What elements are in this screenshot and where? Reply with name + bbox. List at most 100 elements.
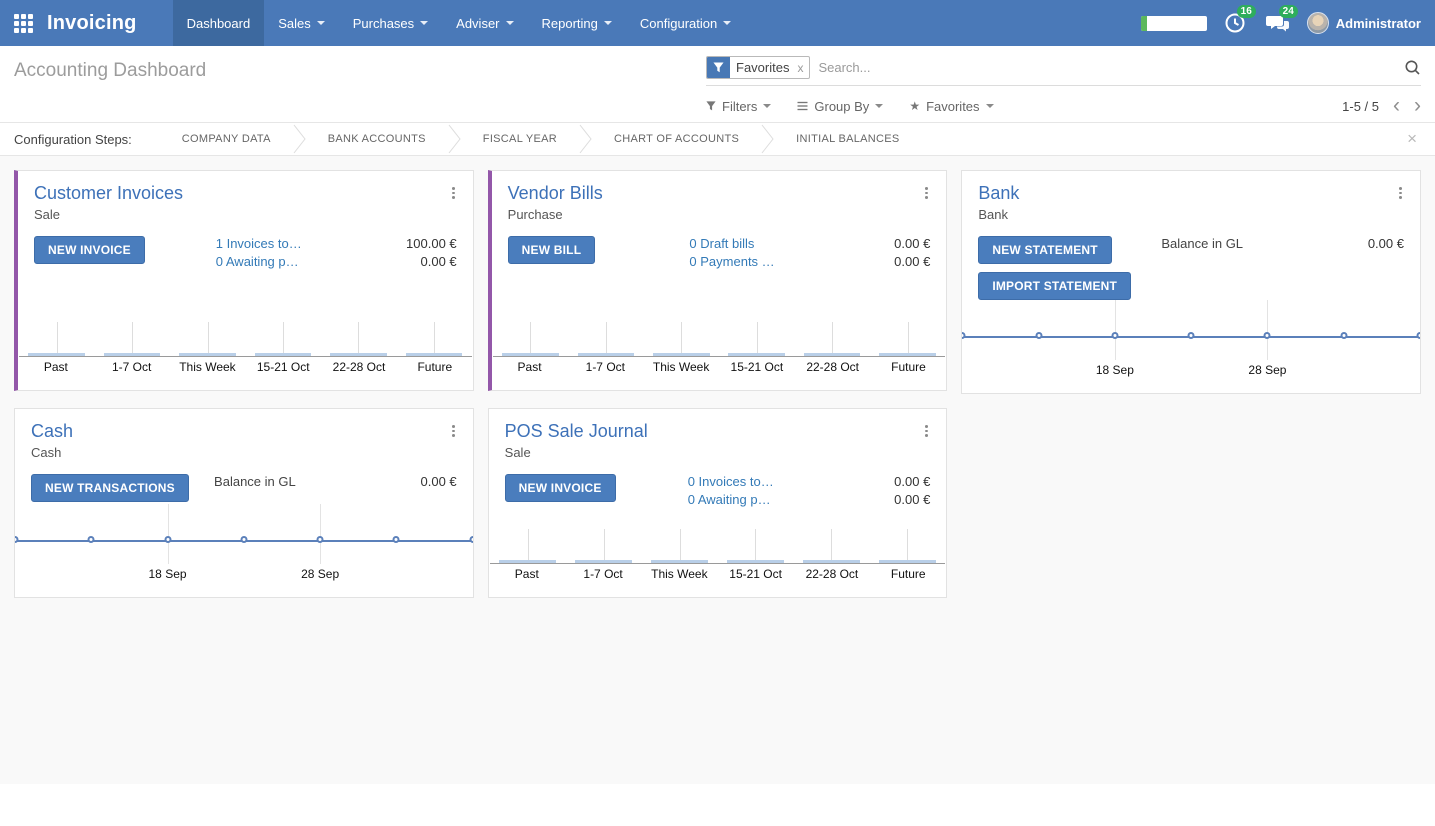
new-invoice-button[interactable]: NEW INVOICE xyxy=(34,236,145,264)
card-title[interactable]: Bank xyxy=(978,183,1020,203)
menu-sales[interactable]: Sales xyxy=(264,0,339,46)
search-icon[interactable] xyxy=(1404,59,1421,76)
app-brand[interactable]: Invoicing xyxy=(47,11,137,34)
group-by-bars-icon xyxy=(797,101,808,111)
stat-amount: 0.00 € xyxy=(894,492,931,507)
pager: 1-5 / 5 ‹ › xyxy=(1342,94,1421,117)
apps-grid-icon[interactable] xyxy=(14,13,33,33)
menu-purchases[interactable]: Purchases xyxy=(339,0,442,46)
chevron-down-icon xyxy=(603,21,612,25)
facet-label: Favorites xyxy=(736,60,790,75)
card-kebab-menu-icon[interactable] xyxy=(448,421,459,441)
draft-bills-link[interactable]: 0 Draft bills xyxy=(689,236,755,251)
avatar xyxy=(1306,12,1329,34)
pager-value: 1-5 / 5 xyxy=(1342,98,1379,114)
bar-chart-axis-labels: Past 1-7 Oct This Week 15-21 Oct 22-28 Oct Fu… xyxy=(514,567,926,581)
stat-amount: 100.00 € xyxy=(406,236,457,251)
chevron-down-icon xyxy=(723,21,732,25)
stat-amount: 0.00 € xyxy=(420,474,457,489)
control-panel: Accounting Dashboard Favorites x Filters xyxy=(0,46,1435,122)
activities-clock-icon[interactable]: 16 xyxy=(1223,5,1256,36)
mini-line-chart xyxy=(15,504,473,564)
menu-reporting[interactable]: Reporting xyxy=(528,0,626,46)
card-title[interactable]: Vendor Bills xyxy=(507,183,603,203)
mini-line-chart xyxy=(962,300,1420,360)
journal-card-bank: Bank Bank NEW STATEMENT IMPORT STATEMENT… xyxy=(961,170,1421,394)
star-icon: ★ xyxy=(909,99,921,113)
card-subtitle: Sale xyxy=(504,445,531,460)
card-subtitle: Cash xyxy=(31,445,62,460)
new-transactions-button[interactable]: NEW TRANSACTIONS xyxy=(31,474,189,502)
journal-card-customer-invoices: Customer Invoices Sale NEW INVOICE 1 Inv… xyxy=(14,170,474,391)
search-bar: Favorites x xyxy=(706,56,1421,86)
user-menu[interactable]: Administrator xyxy=(1306,12,1421,34)
search-facet-favorites: Favorites x xyxy=(706,56,811,79)
menu-configuration[interactable]: Configuration xyxy=(626,0,745,46)
chevron-separator-icon xyxy=(579,124,592,154)
stat-amount: 0.00 € xyxy=(894,254,931,269)
card-kebab-menu-icon[interactable] xyxy=(921,421,932,441)
card-title[interactable]: POS Sale Journal xyxy=(504,421,648,441)
pager-next-icon[interactable]: › xyxy=(1414,94,1421,117)
planner-progress-bar[interactable] xyxy=(1140,15,1207,31)
filter-funnel-icon xyxy=(707,57,730,78)
step-fiscal-year[interactable]: FISCAL YEAR xyxy=(482,133,558,145)
card-kebab-menu-icon[interactable] xyxy=(921,183,932,203)
mini-bar-chart xyxy=(19,301,472,357)
card-kebab-menu-icon[interactable] xyxy=(1395,183,1406,203)
new-invoice-button[interactable]: NEW INVOICE xyxy=(504,474,616,502)
card-title[interactable]: Cash xyxy=(31,421,74,441)
journal-card-pos-sale-journal: POS Sale Journal Sale NEW INVOICE 0 Invo… xyxy=(487,408,948,598)
dashboard-content: Customer Invoices Sale NEW INVOICE 1 Inv… xyxy=(0,156,1435,784)
filter-funnel-icon xyxy=(706,101,716,111)
line-chart-axis-labels: 18 Sep 28 Sep xyxy=(148,567,340,581)
messages-chat-icon[interactable]: 24 xyxy=(1265,5,1298,36)
card-subtitle: Purchase xyxy=(507,207,563,222)
chevron-separator-icon xyxy=(448,124,461,154)
card-subtitle: Bank xyxy=(978,207,1008,222)
payments-link[interactable]: 0 Payments … xyxy=(689,254,775,269)
facet-remove-icon[interactable]: x xyxy=(797,60,804,75)
menu-adviser[interactable]: Adviser xyxy=(442,0,527,46)
step-chart-of-accounts[interactable]: CHART OF ACCOUNTS xyxy=(614,133,740,145)
card-kebab-menu-icon[interactable] xyxy=(448,183,459,203)
stat-amount: 0.00 € xyxy=(894,474,931,489)
activities-count-badge: 16 xyxy=(1236,5,1256,18)
invoices-to-validate-link[interactable]: 0 Invoices to… xyxy=(687,474,774,489)
step-bank-accounts[interactable]: BANK ACCOUNTS xyxy=(327,133,426,145)
favorites-button[interactable]: ★ Favorites xyxy=(909,99,994,114)
balance-in-gl-label: Balance in GL xyxy=(214,474,296,489)
line-chart-axis-labels: 18 Sep 28 Sep xyxy=(1095,363,1287,377)
card-title[interactable]: Customer Invoices xyxy=(34,183,184,203)
awaiting-payments-link[interactable]: 0 Awaiting p… xyxy=(215,254,299,269)
awaiting-payments-link[interactable]: 0 Awaiting p… xyxy=(687,492,771,507)
stat-amount: 0.00 € xyxy=(420,254,457,269)
new-statement-button[interactable]: NEW STATEMENT xyxy=(978,236,1112,264)
card-subtitle: Sale xyxy=(34,207,61,222)
chevron-down-icon xyxy=(316,21,325,25)
filters-button[interactable]: Filters xyxy=(706,99,772,114)
step-company-data[interactable]: COMPANY DATA xyxy=(181,133,271,145)
mini-bar-chart xyxy=(492,301,946,357)
journal-card-cash: Cash Cash NEW TRANSACTIONS Balance in GL… xyxy=(14,408,474,598)
chevron-down-icon xyxy=(420,21,429,25)
new-bill-button[interactable]: NEW BILL xyxy=(507,236,596,264)
configuration-steps-bar: Configuration Steps: COMPANY DATA BANK A… xyxy=(0,122,1435,156)
top-navbar: Invoicing Dashboard Sales Purchases Advi… xyxy=(0,0,1435,46)
chevron-separator-icon xyxy=(293,124,306,154)
import-statement-button[interactable]: IMPORT STATEMENT xyxy=(978,272,1132,300)
config-steps-label: Configuration Steps: xyxy=(14,131,132,147)
journal-card-vendor-bills: Vendor Bills Purchase NEW BILL 0 Draft b… xyxy=(487,170,948,391)
invoices-to-validate-link[interactable]: 1 Invoices to… xyxy=(215,236,302,251)
menu-dashboard[interactable]: Dashboard xyxy=(172,0,265,46)
pager-previous-icon[interactable]: ‹ xyxy=(1393,94,1400,117)
search-input[interactable] xyxy=(810,56,1404,79)
planner-progress-fill xyxy=(1140,15,1148,31)
stat-amount: 0.00 € xyxy=(1367,236,1404,251)
step-initial-balances[interactable]: INITIAL BALANCES xyxy=(796,133,900,145)
chevron-separator-icon xyxy=(761,124,774,154)
stat-amount: 0.00 € xyxy=(894,236,931,251)
close-icon[interactable]: × xyxy=(1407,129,1417,148)
balance-in-gl-label: Balance in GL xyxy=(1161,236,1244,251)
group-by-button[interactable]: Group By xyxy=(797,99,884,114)
